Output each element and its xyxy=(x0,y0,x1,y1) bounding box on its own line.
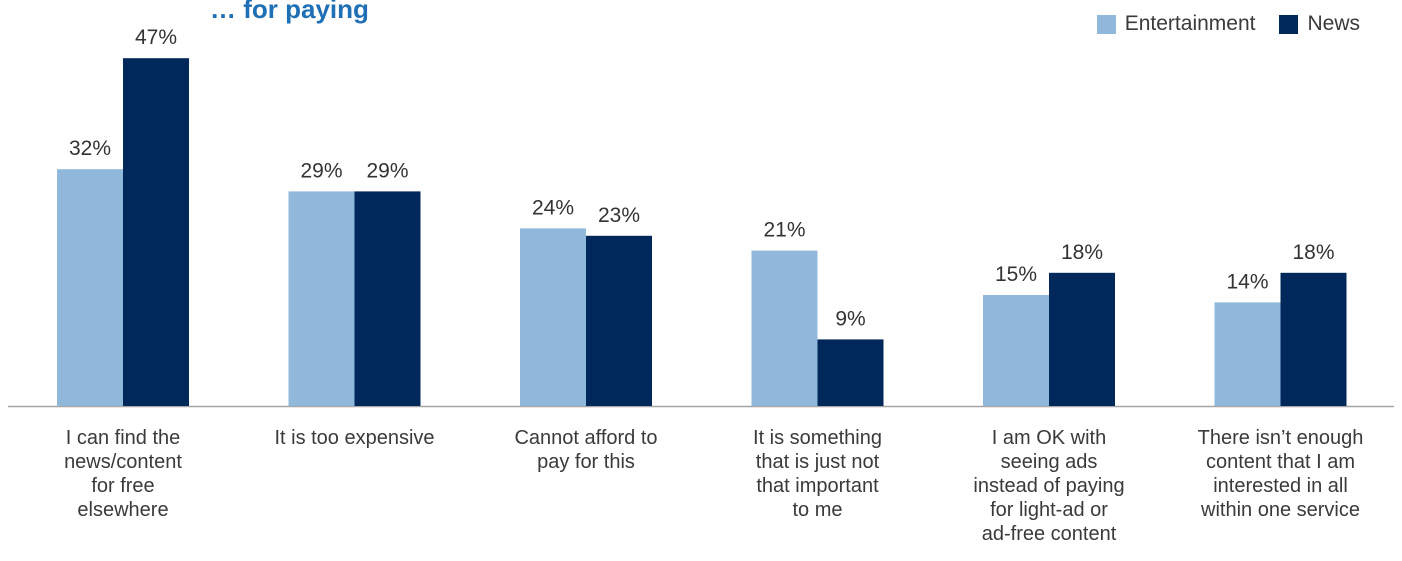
category-label-4: I am OK with seeing ads instead of payin… xyxy=(973,427,1125,545)
bar-news-0 xyxy=(123,58,189,406)
category-label-3: It is something that is just not that im… xyxy=(753,427,882,521)
data-label-entertainment-5: 14% xyxy=(1226,270,1268,293)
legend-label-entertainment: Entertainment xyxy=(1124,12,1256,35)
legend-swatch-news xyxy=(1279,14,1299,34)
bar-news-1 xyxy=(354,191,421,406)
data-label-entertainment-3: 21% xyxy=(763,219,805,242)
bar-entertainment-0 xyxy=(57,169,123,406)
bar-entertainment-3 xyxy=(751,250,818,406)
data-label-news-1: 29% xyxy=(366,159,408,182)
bar-entertainment-5 xyxy=(1214,302,1281,406)
data-label-news-4: 18% xyxy=(1061,241,1103,264)
data-label-entertainment-0: 32% xyxy=(69,137,111,160)
legend-item-entertainment: Entertainment xyxy=(1096,12,1256,36)
bar-entertainment-2 xyxy=(520,228,586,406)
bar-news-5 xyxy=(1280,272,1347,406)
data-label-entertainment-4: 15% xyxy=(995,263,1037,286)
legend-item-news: News xyxy=(1279,12,1360,36)
bar-news-2 xyxy=(586,235,652,406)
data-label-entertainment-2: 24% xyxy=(532,196,574,219)
legend-label-news: News xyxy=(1307,12,1360,35)
category-label-0: I can find the news/content for free els… xyxy=(64,427,182,521)
data-label-news-5: 18% xyxy=(1292,241,1334,264)
legend: Entertainment News xyxy=(1073,12,1360,36)
bar-news-3 xyxy=(817,339,884,406)
data-label-entertainment-1: 29% xyxy=(300,159,342,182)
data-label-news-3: 9% xyxy=(835,307,865,330)
category-label-1: It is too expensive xyxy=(274,427,435,449)
data-label-news-2: 23% xyxy=(598,204,640,227)
bar-entertainment-4 xyxy=(983,295,1049,406)
category-label-5: There isn’t enough content that I am int… xyxy=(1197,427,1364,521)
data-label-news-0: 47% xyxy=(135,26,177,49)
legend-swatch-entertainment xyxy=(1096,14,1116,34)
bar-entertainment-1 xyxy=(288,191,355,406)
category-label-2: Cannot afford to pay for this xyxy=(514,427,658,473)
bar-news-4 xyxy=(1049,272,1115,406)
chart-title: … for paying xyxy=(210,0,369,24)
